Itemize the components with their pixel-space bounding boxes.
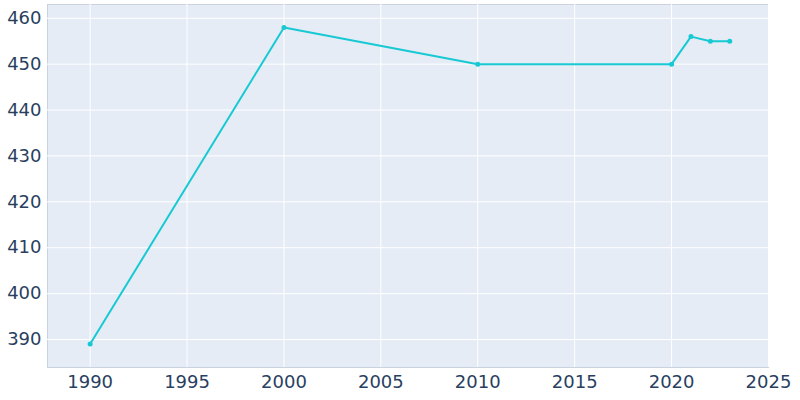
svg-text:400: 400 <box>7 282 41 303</box>
svg-text:450: 450 <box>7 53 41 74</box>
svg-text:2025: 2025 <box>746 371 792 392</box>
svg-text:2020: 2020 <box>649 371 695 392</box>
svg-text:1990: 1990 <box>67 371 113 392</box>
svg-text:460: 460 <box>7 7 41 28</box>
svg-text:410: 410 <box>7 236 41 257</box>
svg-text:440: 440 <box>7 99 41 120</box>
svg-text:420: 420 <box>7 191 41 212</box>
svg-text:390: 390 <box>7 328 41 349</box>
svg-text:430: 430 <box>7 145 41 166</box>
svg-text:2005: 2005 <box>358 371 404 392</box>
svg-text:2010: 2010 <box>455 371 501 392</box>
svg-text:2000: 2000 <box>261 371 307 392</box>
svg-text:2015: 2015 <box>552 371 598 392</box>
svg-text:1995: 1995 <box>164 371 210 392</box>
